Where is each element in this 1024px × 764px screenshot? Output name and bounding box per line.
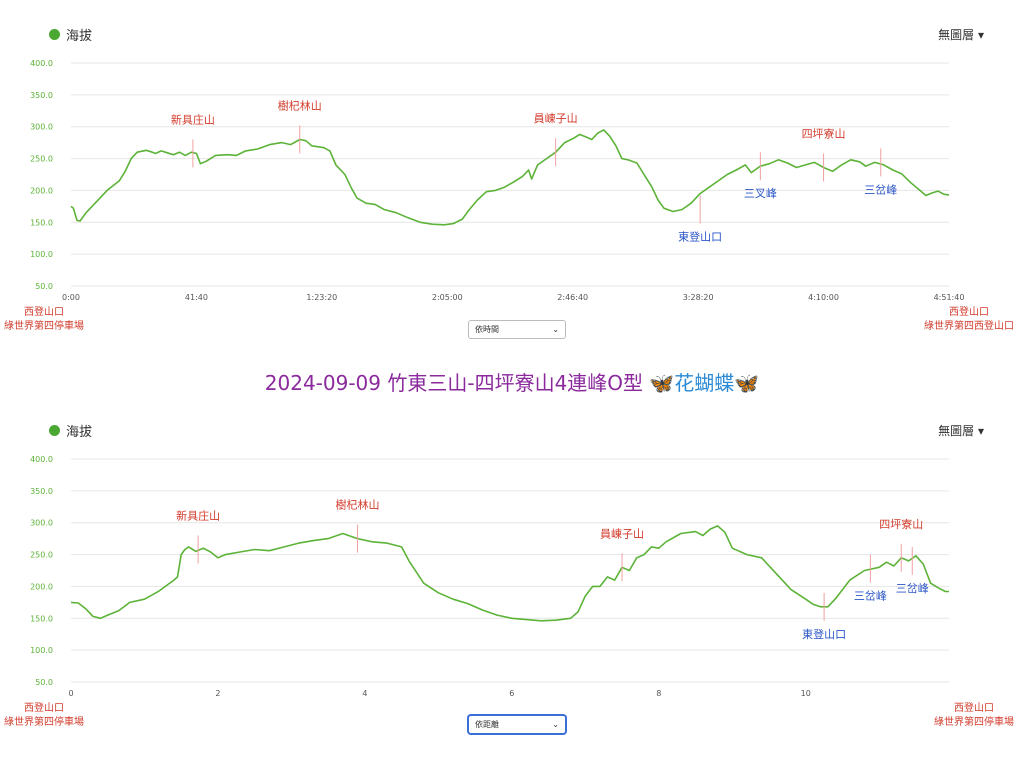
peak-label: 三岔峰 bbox=[854, 590, 887, 603]
legend-elevation[interactable]: 海拔 bbox=[49, 421, 92, 440]
peak-label: 東登山口 bbox=[678, 230, 722, 244]
x-tick-label: 4:51:40 bbox=[934, 293, 965, 302]
y-tick-label: 50.0 bbox=[35, 282, 53, 291]
y-tick-label: 300.0 bbox=[30, 519, 53, 528]
y-tick-label: 100.0 bbox=[30, 250, 53, 259]
start-label: 西登山口 綠世界第四停車場 bbox=[4, 307, 84, 332]
peak-label: 員崠子山 bbox=[534, 112, 578, 125]
elevation-chart-by-distance: 50.0 100.0 150.0 200.0 250.0 300.0 350.0 400.0 0… bbox=[30, 455, 949, 698]
legend-label: 海拔 bbox=[66, 29, 93, 44]
legend-label: 海拔 bbox=[66, 425, 93, 440]
end-label: 西登山口 綠世界第四西登山口 bbox=[924, 307, 1014, 332]
y-tick-label: 100.0 bbox=[30, 646, 53, 655]
x-tick-label: 8 bbox=[656, 689, 661, 698]
start-label: 西登山口 綠世界第四停車場 bbox=[4, 703, 84, 728]
y-tick-label: 250.0 bbox=[30, 551, 53, 560]
y-tick-label: 400.0 bbox=[30, 455, 53, 464]
y-tick-label: 300.0 bbox=[30, 123, 53, 132]
y-tick-label: 400.0 bbox=[30, 59, 53, 68]
layer-menu[interactable]: 無圖層 ▾ bbox=[938, 424, 984, 438]
peak-label: 新具庄山 bbox=[171, 112, 215, 126]
end-label: 西登山口 綠世界第四停車場 bbox=[934, 703, 1014, 728]
select-value: 依距離 bbox=[475, 720, 499, 729]
x-tick-label: 0 bbox=[68, 689, 73, 698]
peak-label: 樹杞林山 bbox=[278, 98, 322, 112]
x-tick-label: 1:23:20 bbox=[306, 293, 337, 302]
x-axis-mode-select[interactable]: 依距離 ⌄ bbox=[468, 715, 566, 734]
page-title: 2024-09-09 竹東三山-四坪寮山4連峰O型 🦋花蝴蝶🦋 bbox=[264, 371, 760, 395]
y-tick-label: 150.0 bbox=[30, 614, 53, 623]
series-dot-icon bbox=[49, 29, 60, 40]
x-tick-label: 2:05:00 bbox=[432, 293, 463, 302]
peak-label: 四坪寮山 bbox=[802, 126, 846, 140]
peak-label: 員崠子山 bbox=[600, 527, 644, 540]
peak-label: 四坪寮山 bbox=[879, 517, 923, 531]
legend-elevation[interactable]: 海拔 bbox=[49, 25, 92, 44]
x-tick-label: 0:00 bbox=[62, 293, 80, 302]
peak-label: 三叉峰 bbox=[744, 187, 777, 200]
y-tick-label: 250.0 bbox=[30, 155, 53, 164]
x-tick-label: 4 bbox=[362, 689, 367, 698]
layer-menu[interactable]: 無圖層 ▾ bbox=[938, 28, 984, 42]
y-tick-label: 200.0 bbox=[30, 186, 53, 195]
y-tick-label: 150.0 bbox=[30, 218, 53, 227]
series-dot-icon bbox=[49, 425, 60, 436]
x-tick-label: 6 bbox=[509, 689, 514, 698]
butterfly-emoji: 🦋花蝴蝶🦋 bbox=[649, 371, 760, 395]
elevation-line bbox=[70, 525, 949, 622]
elevation-line bbox=[70, 129, 950, 226]
y-tick-label: 350.0 bbox=[30, 487, 53, 496]
y-tick-label: 350.0 bbox=[30, 91, 53, 100]
peak-label: 東登山口 bbox=[802, 627, 846, 641]
peak-label: 三岔峰 bbox=[896, 582, 929, 595]
x-tick-label: 2:46:40 bbox=[557, 293, 588, 302]
select-value: 依時間 bbox=[475, 325, 499, 334]
peak-label: 新具庄山 bbox=[176, 508, 220, 522]
peak-label: 樹杞林山 bbox=[336, 498, 380, 512]
x-axis-mode-select[interactable]: 依時間 ⌄ bbox=[468, 320, 566, 339]
chevron-down-icon: ⌄ bbox=[552, 325, 559, 334]
x-tick-label: 2 bbox=[215, 689, 220, 698]
y-tick-label: 50.0 bbox=[35, 678, 53, 687]
x-tick-label: 41:40 bbox=[185, 293, 208, 302]
elevation-chart-by-time: 50.0 100.0 150.0 200.0 250.0 300.0 350.0 400.0 0… bbox=[30, 59, 965, 302]
chevron-down-icon: ⌄ bbox=[552, 720, 559, 729]
peak-label: 三岔峰 bbox=[864, 183, 897, 196]
x-tick-label: 4:10:00 bbox=[808, 293, 839, 302]
x-tick-label: 10 bbox=[801, 689, 811, 698]
x-tick-label: 3:28:20 bbox=[683, 293, 714, 302]
y-tick-label: 200.0 bbox=[30, 582, 53, 591]
